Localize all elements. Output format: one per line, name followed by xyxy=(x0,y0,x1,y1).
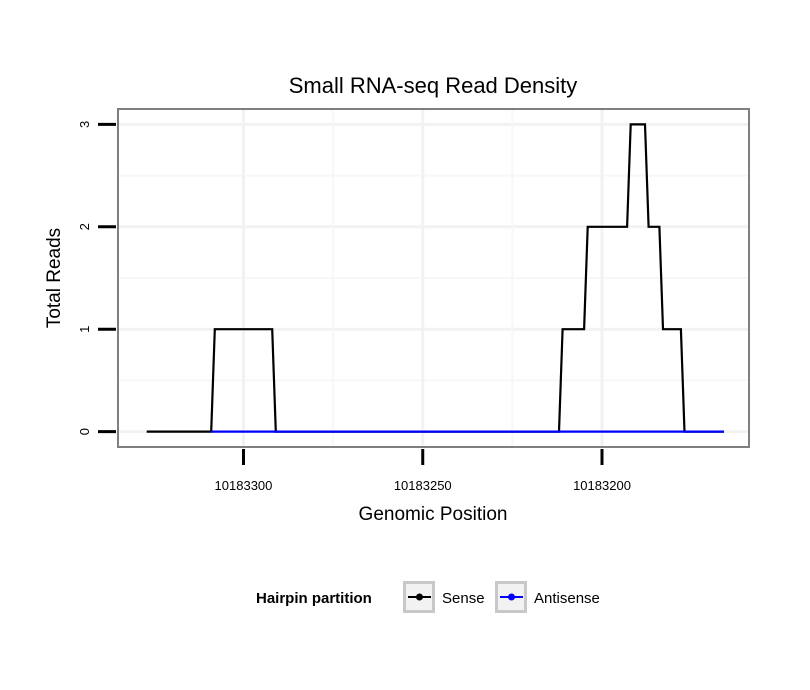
legend-title: Hairpin partition xyxy=(256,590,372,607)
y-axis-title: Total Reads xyxy=(44,228,65,328)
legend-item-sense: Sense xyxy=(403,581,485,613)
legend-label-antisense: Antisense xyxy=(534,590,600,607)
series-line-sense xyxy=(146,123,724,433)
legend-key-point xyxy=(416,593,423,601)
y-tick-label: 1 xyxy=(77,326,92,333)
x-tick-label: 10183200 xyxy=(573,478,631,493)
chart-title: Small RNA-seq Read Density xyxy=(289,73,578,98)
y-tick-label: 2 xyxy=(77,223,92,230)
series-layer xyxy=(146,123,724,433)
legend: Hairpin partition Sense Antisense xyxy=(256,581,600,613)
legend-key-point xyxy=(508,593,515,601)
tick-layer: 0 1 2 3 10183300 10183250 10183200 xyxy=(77,121,631,493)
y-tick-label: 0 xyxy=(77,428,92,435)
legend-items: Sense Antisense xyxy=(403,581,600,613)
legend-item-antisense: Antisense xyxy=(495,581,600,613)
x-axis-title: Genomic Position xyxy=(359,504,508,525)
x-tick-label: 10183250 xyxy=(394,478,452,493)
x-tick-label: 10183300 xyxy=(215,478,273,493)
plot-panel-border xyxy=(117,108,750,448)
y-tick-label: 3 xyxy=(77,121,92,128)
legend-label-sense: Sense xyxy=(442,590,485,607)
